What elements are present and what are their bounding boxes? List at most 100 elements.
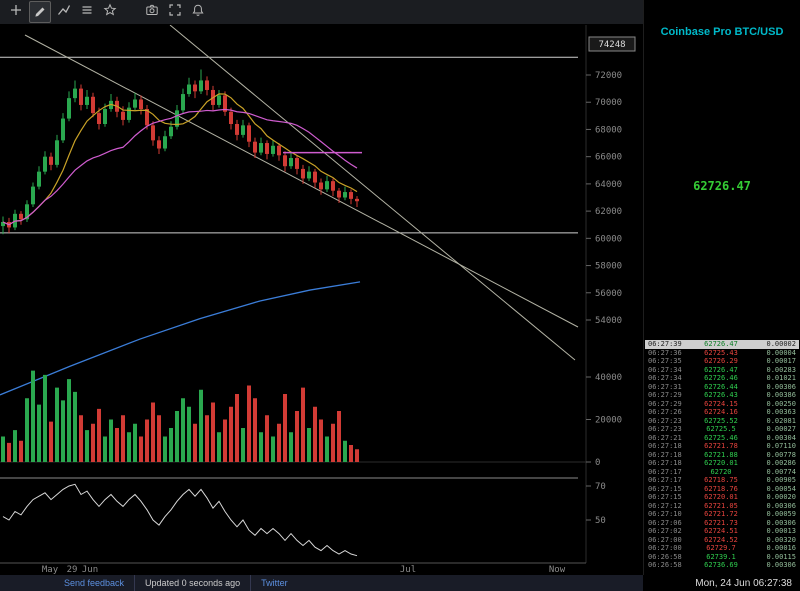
twitter-link[interactable]: Twitter [261, 578, 288, 588]
favorites-button[interactable] [100, 2, 120, 22]
trade-amount: 0.00027 [766, 425, 796, 433]
clock: Mon, 24 Jun 06:27:38 [695, 577, 792, 589]
trade-amount: 0.00016 [766, 544, 796, 552]
svg-text:60000: 60000 [595, 234, 622, 244]
trade-row: 06:27:34 62726.47 0.00283 [645, 366, 799, 375]
draw-tool-button[interactable] [29, 1, 51, 23]
trade-time: 06:27:02 [648, 527, 682, 535]
snapshot-button[interactable] [142, 2, 162, 22]
svg-text:40000: 40000 [595, 373, 622, 383]
send-feedback-link[interactable]: Send feedback [64, 578, 125, 588]
market-panel: Coinbase Pro BTC/USD 62726.47 06:27:39 62… [643, 0, 800, 575]
crosshair-tool-button[interactable] [6, 2, 26, 22]
trade-amount: 0.00386 [766, 391, 796, 399]
time-axis: May 29 Jun Jul Now [42, 565, 566, 575]
trade-time: 06:27:36 [648, 348, 682, 357]
trade-time: 06:27:17 [648, 476, 682, 484]
svg-text:29: 29 [67, 565, 78, 575]
trade-price: 62725.43 [704, 348, 738, 357]
trade-price: 62726.43 [704, 391, 738, 399]
trade-amount: 0.00304 [766, 433, 796, 442]
trade-row: 06:27:10 62721.72 0.00059 [645, 510, 799, 519]
trade-amount: 0.00774 [766, 467, 796, 476]
trade-price: 62721.73 [704, 518, 738, 527]
svg-text:72000: 72000 [595, 71, 622, 81]
trade-amount: 0.00320 [766, 535, 796, 544]
chart-area[interactable]: 72000 70000 68000 66000 64000 62000 60000 58000… [0, 24, 643, 575]
trade-time: 06:27:35 [648, 357, 682, 365]
trade-price: 62721.78 [704, 442, 738, 450]
trade-row: 06:27:15 62720.01 0.00020 [645, 493, 799, 502]
trade-price: 62726.29 [704, 357, 738, 365]
svg-text:20000: 20000 [595, 416, 622, 426]
svg-text:54000: 54000 [595, 316, 622, 326]
trade-row: 06:27:31 62726.44 0.00306 [645, 383, 799, 392]
trade-time: 06:27:18 [648, 450, 682, 459]
trade-amount: 0.00363 [766, 408, 796, 416]
trade-amount: 0.00002 [766, 340, 796, 348]
clock-area: Mon, 24 Jun 06:27:38 [643, 575, 800, 591]
trade-amount: 0.00059 [766, 510, 796, 518]
trade-amount: 0.00115 [766, 552, 796, 561]
trade-time: 06:26:58 [648, 561, 682, 569]
volume-axis: 40000 20000 0 [586, 373, 622, 468]
indicators-button[interactable] [54, 2, 74, 22]
trade-row: 06:27:23 62725.52 0.02081 [645, 417, 799, 426]
trade-time: 06:27:17 [648, 467, 682, 476]
svg-text:70: 70 [595, 482, 606, 492]
svg-text:0: 0 [595, 458, 600, 468]
trade-amount: 0.00054 [766, 484, 796, 493]
trade-price: 62736.69 [704, 561, 738, 569]
trade-time: 06:27:23 [648, 416, 682, 425]
svg-text:70000: 70000 [595, 98, 622, 108]
trend-line-icon [57, 3, 71, 22]
svg-text:50: 50 [595, 516, 606, 526]
trade-time: 06:27:29 [648, 391, 682, 399]
trade-row: 06:26:58 62739.1 0.00115 [645, 553, 799, 562]
trade-time: 06:27:23 [648, 425, 682, 433]
trade-time: 06:27:00 [648, 535, 682, 544]
trade-row: 06:27:15 62718.76 0.00054 [645, 485, 799, 494]
svg-text:56000: 56000 [595, 289, 622, 299]
trade-amount: 0.00306 [766, 501, 796, 510]
star-icon [103, 3, 117, 22]
trade-price: 62726.44 [704, 382, 738, 391]
fullscreen-button[interactable] [165, 2, 185, 22]
toolbar [0, 0, 643, 25]
main-chart[interactable]: 72000 70000 68000 66000 64000 62000 60000 58000… [0, 24, 643, 575]
alerts-button[interactable] [188, 2, 208, 22]
svg-text:66000: 66000 [595, 153, 622, 163]
trade-row: 06:27:35 62726.29 0.00017 [645, 357, 799, 366]
trade-row: 06:27:06 62721.73 0.00306 [645, 519, 799, 528]
trade-amount: 0.00004 [766, 348, 796, 357]
svg-text:62000: 62000 [595, 207, 622, 217]
divider [134, 575, 136, 591]
trade-price: 62720.01 [704, 493, 738, 501]
menu-button[interactable] [77, 2, 97, 22]
trade-amount: 0.02081 [766, 416, 796, 425]
trade-price: 62721.88 [704, 450, 738, 459]
trade-row: 06:27:29 62724.15 0.00250 [645, 400, 799, 409]
status-bar: Send feedback Updated 0 seconds ago Twit… [0, 575, 643, 591]
trade-row: 06:27:36 62725.43 0.00004 [645, 349, 799, 358]
trade-row: 06:27:00 62724.52 0.00320 [645, 536, 799, 545]
trade-amount: 0.00013 [766, 527, 796, 535]
svg-text:Now: Now [549, 565, 566, 575]
trade-time: 06:26:58 [648, 552, 682, 561]
trade-time: 06:27:34 [648, 374, 682, 382]
trade-row: 06:27:02 62724.51 0.00013 [645, 527, 799, 536]
trade-row: 06:27:17 62718.75 0.00905 [645, 476, 799, 485]
trade-time: 06:27:15 [648, 484, 682, 493]
rsi-line [2, 483, 358, 557]
trade-time: 06:27:06 [648, 518, 682, 527]
trade-time: 06:27:18 [648, 459, 682, 467]
trade-amount: 0.00306 [766, 382, 796, 391]
trade-price: 62729.7 [706, 544, 736, 552]
crosshair-icon [9, 3, 23, 22]
trade-row: 06:27:12 62721.05 0.00306 [645, 502, 799, 511]
trade-amount: 0.00778 [766, 450, 796, 459]
rsi-axis: 70 50 [586, 482, 606, 526]
trade-amount: 0.00250 [766, 399, 796, 408]
svg-text:Jun: Jun [82, 565, 98, 575]
pair-title: Coinbase Pro BTC/USD [660, 26, 784, 38]
